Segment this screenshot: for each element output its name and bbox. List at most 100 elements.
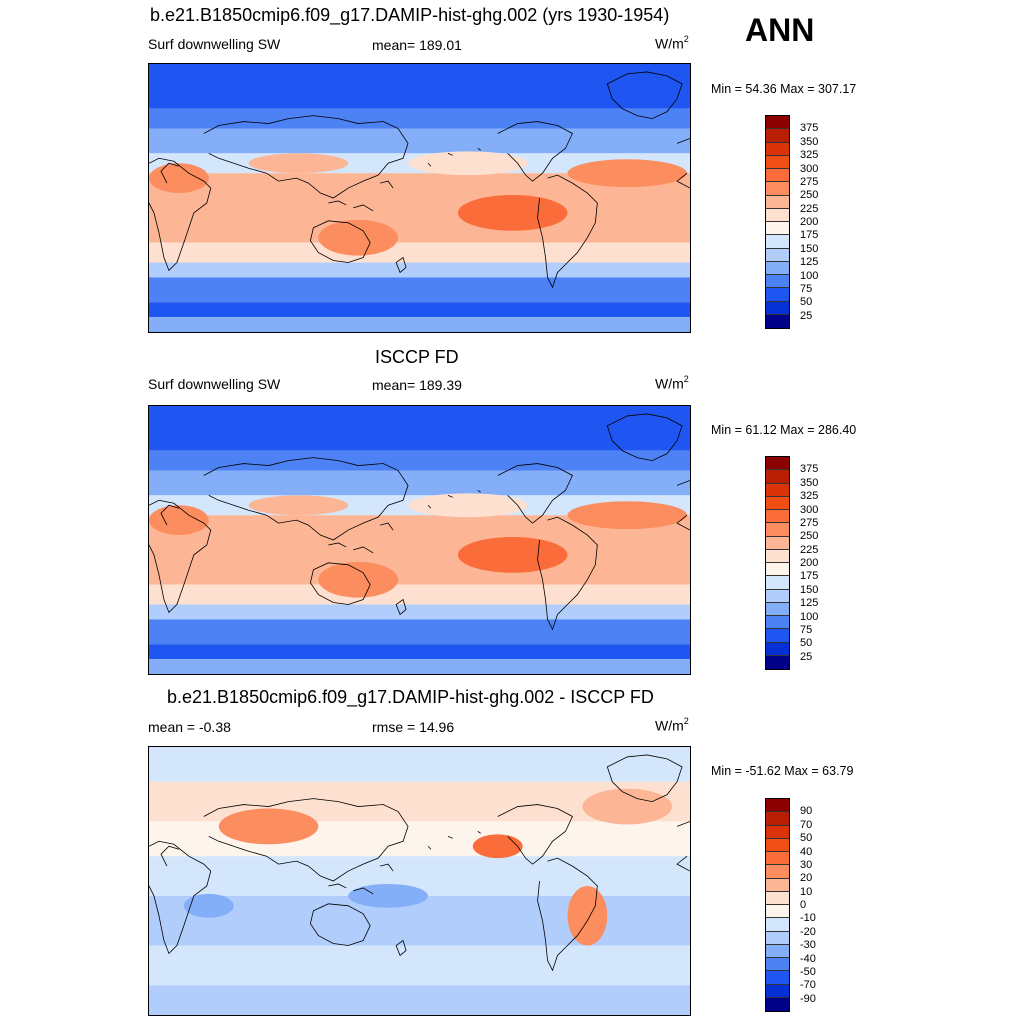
coastline bbox=[160, 162, 180, 184]
colorbar-tick-label: 350 bbox=[800, 476, 819, 489]
colorbar-tick-label: 325 bbox=[800, 149, 819, 162]
contour-region bbox=[318, 561, 399, 598]
coastline bbox=[676, 480, 690, 531]
contour-band bbox=[149, 604, 690, 620]
coastline bbox=[203, 798, 409, 882]
season-label: ANN bbox=[745, 12, 815, 48]
panel-title: b.e21.B1850cmip6.f09_g17.DAMIP-hist-ghg.… bbox=[167, 687, 654, 707]
coastline bbox=[328, 863, 394, 895]
colorbar-swatch bbox=[766, 314, 789, 328]
coastline bbox=[203, 457, 409, 541]
colorbar-tick-label: 175 bbox=[800, 229, 819, 242]
colorbar-swatch bbox=[766, 116, 789, 130]
map-plot bbox=[148, 63, 691, 333]
contour-band bbox=[149, 945, 690, 986]
colorbar-swatch bbox=[766, 891, 789, 905]
colorbar-tick-label: -40 bbox=[800, 952, 816, 965]
colorbar-tick-label: 375 bbox=[800, 122, 819, 135]
rmse-label: rmse = 14.96 bbox=[372, 719, 455, 735]
colorbar-swatch bbox=[766, 838, 789, 852]
contour-band bbox=[149, 302, 690, 318]
contour-band bbox=[149, 128, 690, 154]
colorbar-swatch bbox=[766, 457, 789, 471]
map-plot bbox=[148, 405, 691, 675]
colorbar-tick-label: 100 bbox=[800, 269, 819, 282]
coastline bbox=[606, 754, 683, 803]
colorbar-tick-label: -90 bbox=[800, 992, 816, 1005]
colorbar-tick-label: 0 bbox=[800, 899, 807, 911]
colorbar bbox=[765, 115, 790, 329]
colorbar-swatch bbox=[766, 997, 789, 1011]
coastline bbox=[160, 845, 180, 867]
colorbar-tick-label: 225 bbox=[800, 202, 819, 215]
panel-title: ISCCP FD bbox=[375, 347, 459, 367]
contour-region bbox=[567, 501, 688, 530]
colorbar-tick-label: 50 bbox=[800, 832, 813, 845]
colorbar-swatch bbox=[766, 878, 789, 892]
colorbar-tick-label: 250 bbox=[800, 530, 819, 543]
coastline bbox=[149, 157, 212, 272]
variable-label: Surf downwelling SW bbox=[148, 36, 281, 52]
coastline bbox=[537, 857, 598, 972]
colorbar-tick-label: -70 bbox=[800, 979, 816, 992]
colorbar-tick-label: 200 bbox=[800, 557, 819, 569]
colorbar-swatch bbox=[766, 195, 789, 209]
variable-label: Surf downwelling SW bbox=[148, 376, 281, 392]
colorbar-tick-label: -20 bbox=[800, 925, 816, 938]
colorbar-swatch bbox=[766, 235, 789, 249]
colorbar-swatch bbox=[766, 931, 789, 945]
coastline bbox=[328, 522, 394, 554]
colorbar-swatch bbox=[766, 301, 789, 315]
colorbar-swatch bbox=[766, 852, 789, 866]
colorbar-tick-label: 225 bbox=[800, 543, 819, 556]
contour-region bbox=[248, 153, 349, 174]
colorbar-tick-label: -50 bbox=[800, 965, 816, 978]
contour-region bbox=[457, 195, 568, 231]
contour-region bbox=[408, 493, 528, 518]
colorbar-tick-label: 125 bbox=[800, 597, 819, 610]
map-field bbox=[149, 406, 690, 674]
colorbar-tick-label: 375 bbox=[800, 463, 819, 476]
colorbar-swatch bbox=[766, 616, 789, 630]
colorbar-swatch bbox=[766, 510, 789, 524]
coastline bbox=[203, 115, 409, 199]
colorbar-tick-label: 150 bbox=[800, 583, 819, 596]
contour-region bbox=[318, 219, 399, 256]
contour-band bbox=[149, 619, 690, 645]
colorbar-tick-label: 50 bbox=[800, 296, 813, 309]
contour-region bbox=[248, 495, 349, 516]
contour-band bbox=[149, 277, 690, 303]
contour-region bbox=[408, 151, 528, 176]
contour-band bbox=[149, 406, 690, 451]
colorbar-swatch bbox=[766, 971, 789, 985]
colorbar-tick-label: 25 bbox=[800, 309, 813, 322]
colorbar-tick-label: 325 bbox=[800, 490, 819, 503]
minmax-label: Min = -51.62 Max = 63.79 bbox=[711, 764, 854, 778]
coastline bbox=[309, 903, 371, 946]
contour-region bbox=[567, 885, 608, 946]
colorbar-swatch bbox=[766, 470, 789, 484]
colorbar-swatch bbox=[766, 208, 789, 222]
coastline bbox=[309, 220, 371, 263]
coastline bbox=[395, 256, 407, 274]
coastline bbox=[606, 71, 683, 120]
colorbar-tick-label: 350 bbox=[800, 135, 819, 148]
contour-region bbox=[149, 505, 209, 536]
colorbar-swatch bbox=[766, 958, 789, 972]
colorbar-tick-label: -30 bbox=[800, 939, 816, 952]
colorbar-tick-label: 250 bbox=[800, 189, 819, 202]
mean-label: mean= 189.39 bbox=[372, 377, 462, 393]
colorbar-tick-label: 10 bbox=[800, 885, 813, 898]
map-field bbox=[149, 64, 690, 332]
colorbar-tick-label: 90 bbox=[800, 805, 813, 818]
colorbar-tick-label: 50 bbox=[800, 637, 813, 650]
colorbar-tick-label: 70 bbox=[800, 818, 813, 831]
coastline bbox=[395, 939, 407, 957]
contour-region bbox=[582, 788, 673, 825]
contour-band bbox=[149, 202, 690, 243]
coastline bbox=[497, 463, 573, 524]
colorbar-swatch bbox=[766, 169, 789, 183]
units-label: W/m2 bbox=[655, 34, 689, 52]
colorbar-swatch bbox=[766, 129, 789, 143]
contour-region bbox=[183, 893, 234, 918]
